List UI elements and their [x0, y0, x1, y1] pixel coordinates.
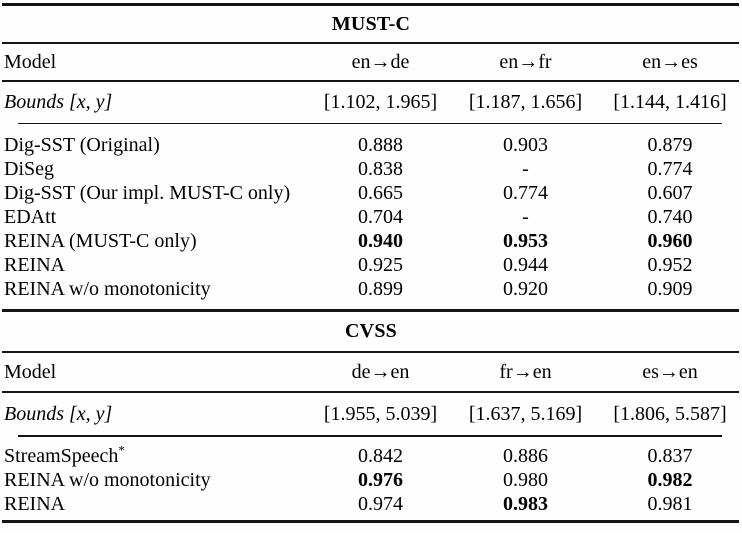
model-name: REINA (MUST-C only) [4, 229, 197, 252]
section-divider-rule [2, 309, 739, 313]
metric-value: 0.982 [647, 469, 693, 492]
column-header-en-de: en→de [351, 50, 410, 73]
bounds-label: Bounds [x, y] [4, 91, 113, 113]
table-row: REINA 0.925 0.944 0.952 [0, 253, 742, 277]
metric-value: 0.925 [358, 253, 403, 276]
section-cvss: CVSS Model de→en fr→en es→en Bounds [x, … [0, 309, 742, 523]
bounds-row: Bounds [x, y] [1.955, 5.039] [1.637, 5.1… [0, 393, 742, 435]
bounds-label: Bounds [x, y] [4, 402, 113, 425]
rule-below-title [2, 42, 739, 44]
data-rows-must-c: Dig-SST (Original) 0.888 0.903 0.879 DiSeg 0.… [0, 124, 742, 309]
metric-value: 0.879 [647, 133, 693, 156]
metric-value: 0.974 [358, 493, 403, 516]
model-name: Dig-SST (Original) [4, 133, 160, 156]
metric-value: 0.837 [647, 445, 693, 468]
metric-value: 0.888 [358, 133, 403, 156]
bounds-value: [1.955, 5.039] [323, 402, 438, 425]
table-row: StreamSpeech* 0.842 0.886 0.837 [0, 442, 742, 469]
bottom-rule [2, 519, 739, 523]
metric-value: 0.838 [358, 157, 403, 180]
metric-value: 0.899 [358, 277, 403, 300]
bounds-row: Bounds [x, y] [1.102, 1.965] [1.187, 1.6… [0, 82, 742, 123]
header-row: Model de→en fr→en es→en [0, 353, 742, 391]
metric-value: 0.909 [647, 277, 693, 300]
table-row: EDAtt 0.704 - 0.740 [0, 205, 742, 229]
table-row: DiSeg 0.838 - 0.774 [0, 157, 742, 181]
metric-value: 0.842 [358, 445, 403, 468]
table-row: Dig-SST (Original) 0.888 0.903 0.879 [0, 133, 742, 157]
column-header-de-en: de→en [351, 360, 410, 383]
bounds-value: [1.806, 5.587] [613, 402, 727, 425]
model-name: REINA w/o monotonicity [4, 277, 211, 300]
metric-value: 0.981 [647, 493, 693, 516]
metric-value: 0.953 [503, 229, 548, 252]
table-row: REINA w/o monotonicity 0.899 0.920 0.909 [0, 277, 742, 301]
metric-value: 0.920 [503, 277, 548, 300]
section-must-c: MUST-C Model en→de en→fr en→es Bounds [x… [0, 3, 742, 309]
metric-value: 0.952 [647, 253, 693, 276]
rule-below-header [2, 80, 739, 82]
data-rows-cvss: StreamSpeech* 0.842 0.886 0.837 REINA w/o mo… [0, 437, 742, 520]
bounds-value: [1.144, 1.416] [613, 91, 727, 113]
metric-value: 0.740 [647, 205, 693, 228]
metric-value: 0.980 [503, 469, 548, 492]
metric-value: 0.944 [503, 253, 548, 276]
metric-value: - [522, 205, 529, 228]
rule-below-header [2, 391, 739, 394]
metric-value: 0.704 [358, 205, 403, 228]
table-row: Dig-SST (Our impl. MUST-C only) 0.665 0.77… [0, 181, 742, 205]
metric-value: 0.665 [358, 181, 403, 204]
model-name: DiSeg [4, 157, 54, 180]
model-name: REINA [4, 253, 66, 276]
column-header-en-fr: en→fr [499, 50, 552, 73]
column-header-es-en: es→en [642, 360, 698, 383]
metric-value: 0.774 [647, 157, 693, 180]
bounds-value: [1.187, 1.656] [468, 91, 583, 113]
table-row: REINA 0.974 0.983 0.981 [0, 493, 742, 517]
bounds-value: [1.637, 5.169] [468, 402, 583, 425]
table-row: REINA w/o monotonicity 0.976 0.980 0.982 [0, 469, 742, 493]
top-rule [2, 3, 739, 6]
section-title-cvss: CVSS [345, 320, 397, 343]
model-name: EDAtt [4, 205, 57, 228]
model-name: Dig-SST (Our impl. MUST-C only) [4, 181, 291, 204]
header-row: Model en→de en→fr en→es [0, 44, 742, 80]
asterisk-marker: * [118, 442, 125, 458]
model-name: StreamSpeech* [4, 442, 125, 468]
column-header-fr-en: fr→en [499, 360, 552, 383]
rule-below-title [2, 351, 739, 354]
model-name: REINA [4, 493, 66, 516]
metric-value: 0.607 [647, 181, 693, 204]
metric-value: 0.940 [358, 229, 403, 252]
metric-value: 0.976 [358, 469, 403, 492]
rule-below-bounds [18, 123, 722, 125]
model-name: REINA w/o monotonicity [4, 469, 211, 492]
metric-value: 0.774 [503, 181, 548, 204]
metric-value: 0.886 [503, 445, 548, 468]
model-column-header: Model [4, 360, 57, 383]
column-header-en-es: en→es [642, 50, 698, 73]
bounds-value: [1.102, 1.965] [323, 91, 438, 113]
table-row: REINA (MUST-C only) 0.940 0.953 0.960 [0, 229, 742, 253]
rule-below-bounds [18, 435, 722, 437]
model-column-header: Model [4, 50, 57, 73]
metric-value: - [522, 157, 529, 180]
section-title-must-c: MUST-C [331, 12, 411, 35]
metric-value: 0.983 [503, 493, 548, 516]
metric-value: 0.903 [503, 133, 548, 156]
metric-value: 0.960 [647, 229, 693, 252]
